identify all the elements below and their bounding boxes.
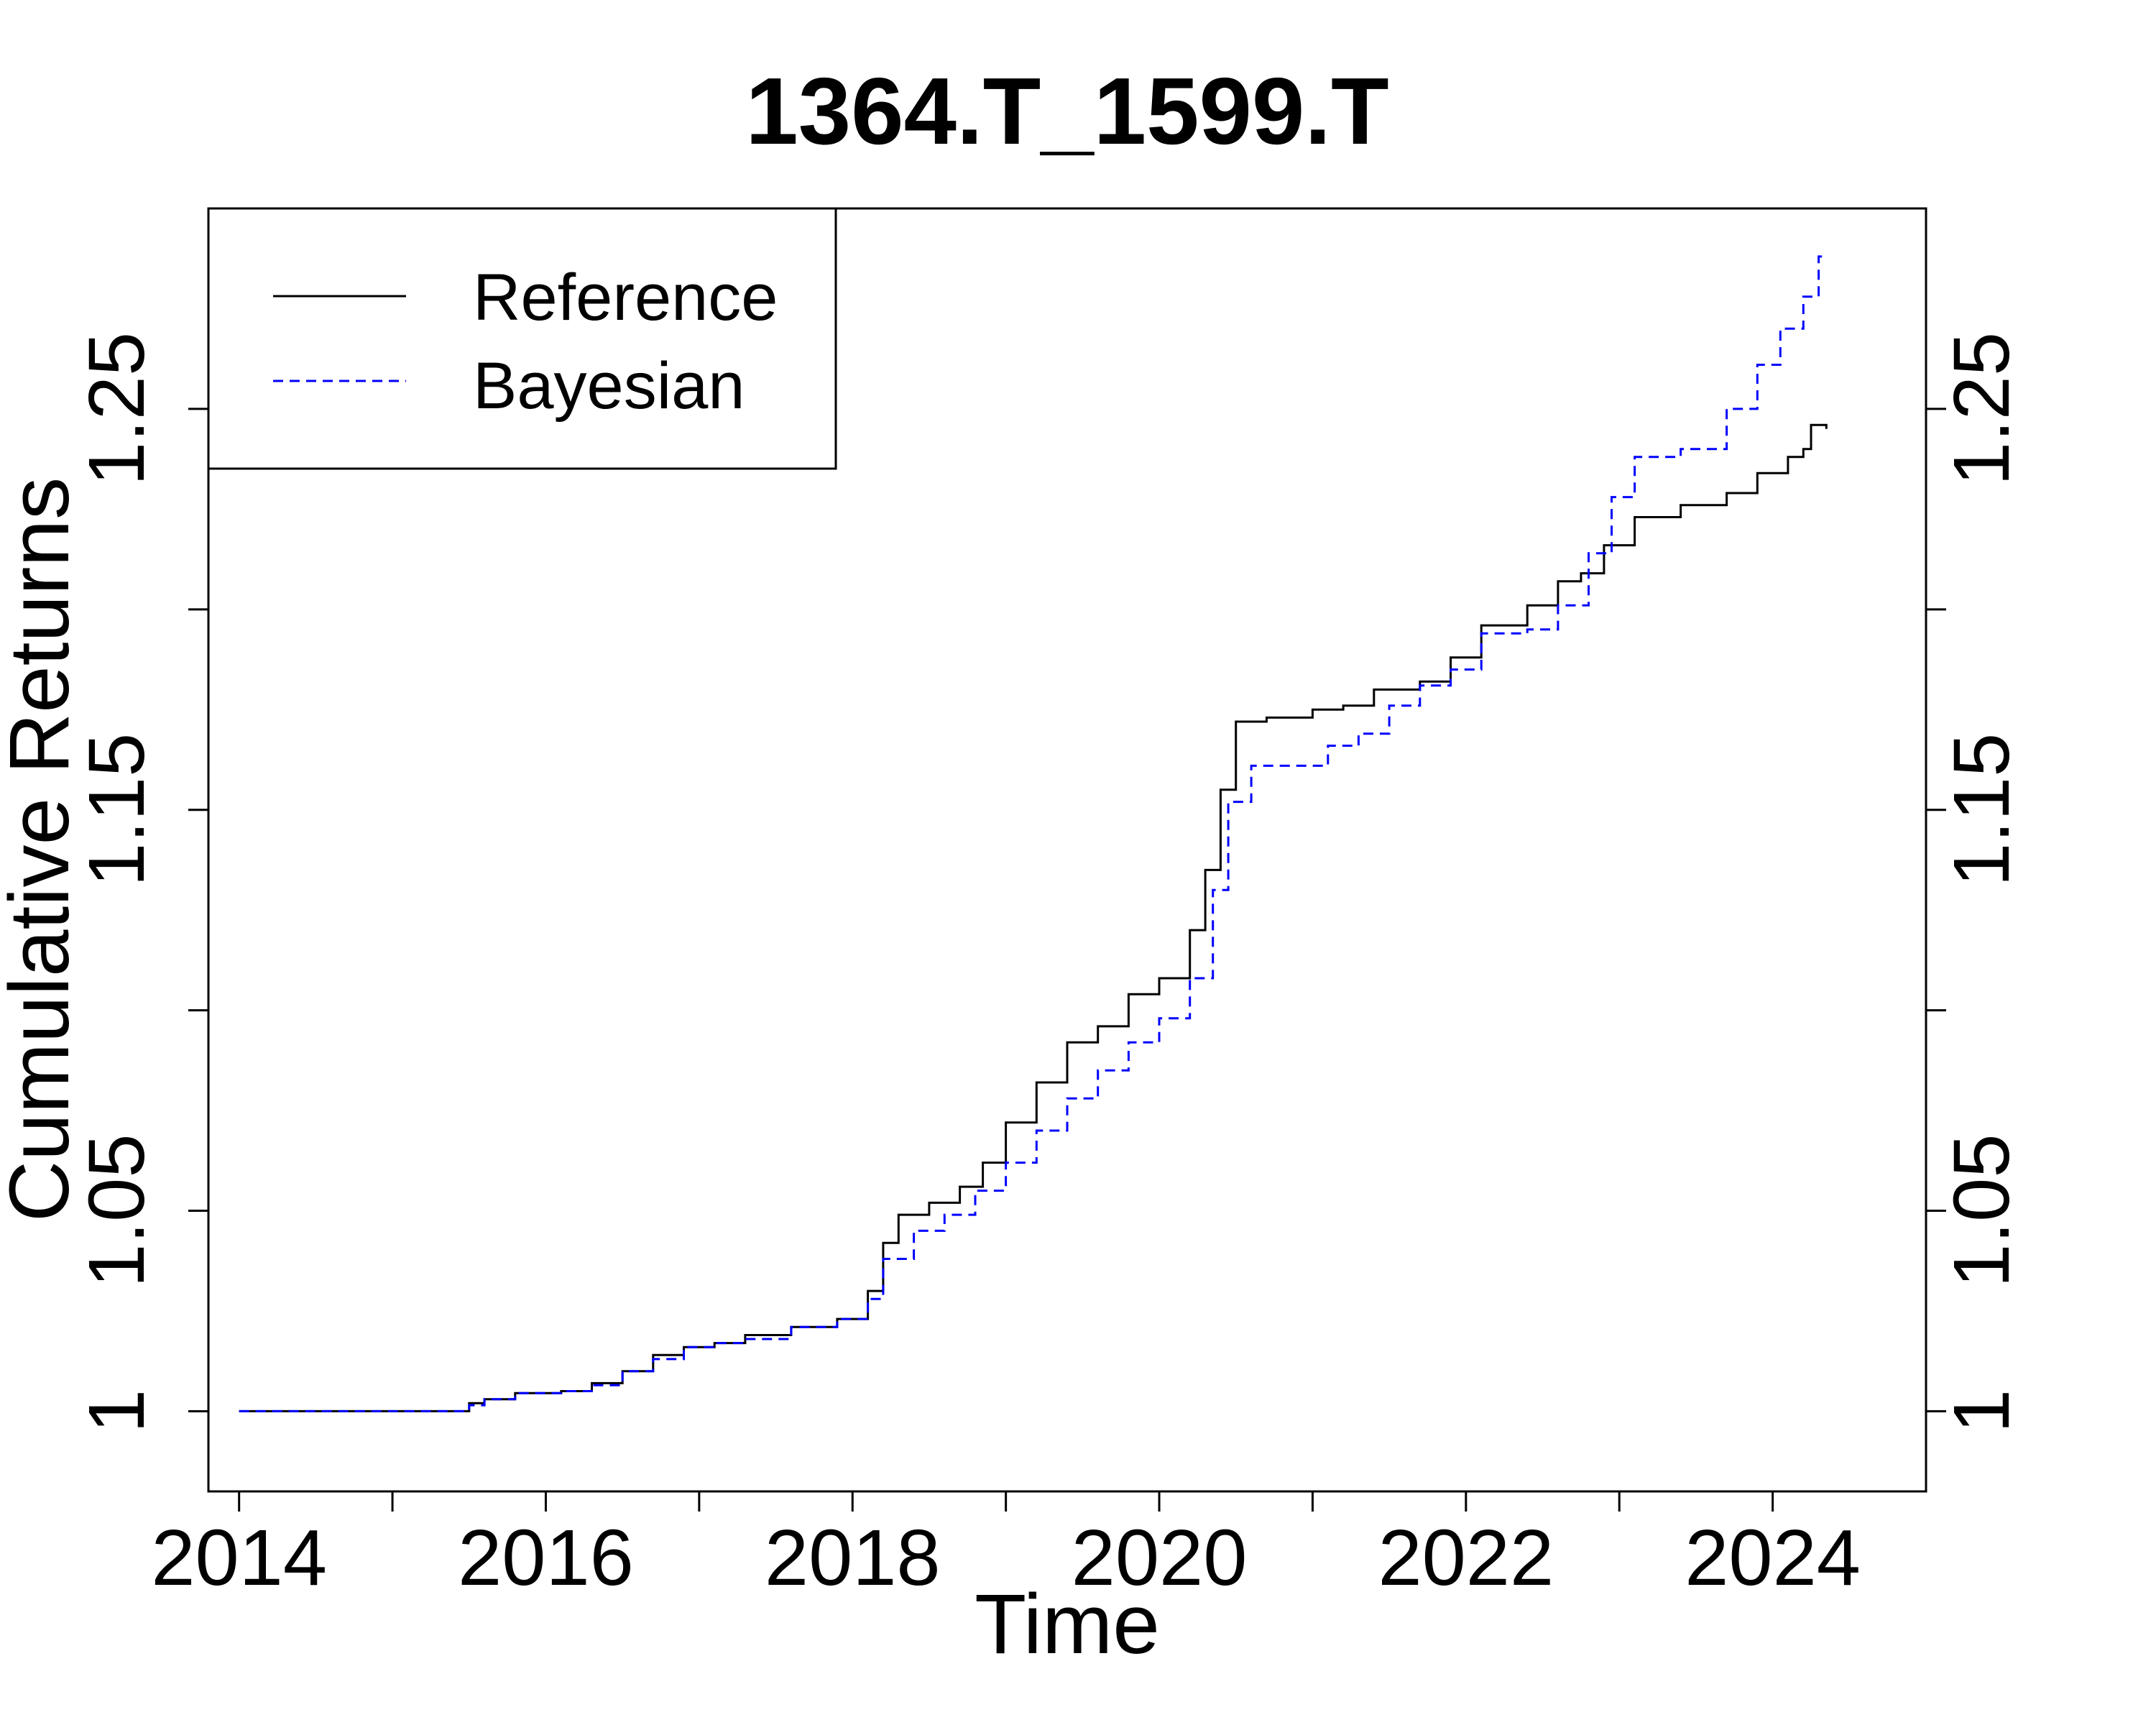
legend: Reference Bayesian: [207, 207, 837, 470]
series-line-reference: [239, 423, 1828, 1412]
legend-label-bayesian: Bayesian: [473, 349, 745, 423]
x-axis-label: Time: [975, 1577, 1160, 1672]
left-y-tick-label-1: 1: [73, 1389, 161, 1433]
x-tick-label-2022: 2022: [1378, 1514, 1554, 1602]
x-tick-label-2024: 2024: [1685, 1514, 1861, 1602]
right-y-tick-label-1.15: 1.15: [1938, 733, 2026, 887]
left-y-tick-label-1.05: 1.05: [73, 1133, 161, 1287]
x-tick-label-2016: 2016: [458, 1514, 634, 1602]
left-y-tick-label-1.25: 1.25: [73, 332, 161, 486]
y-axis-right: 1 1.05 1.15 1.25: [1925, 332, 2026, 1433]
y-axis-label: Cumulative Returns: [0, 477, 87, 1222]
right-y-tick-label-1: 1: [1938, 1389, 2026, 1433]
x-tick-label-2020: 2020: [1072, 1514, 1248, 1602]
y-axis-left: 1 1.05 1.15 1.25: [73, 332, 210, 1433]
series-line-bayesian: [239, 255, 1827, 1412]
x-tick-label-2018: 2018: [765, 1514, 941, 1602]
right-y-tick-label-1.25: 1.25: [1938, 332, 2026, 486]
legend-box: [207, 207, 837, 470]
left-y-tick-label-1.15: 1.15: [73, 733, 161, 887]
right-y-tick-label-1.05: 1.05: [1938, 1133, 2026, 1287]
series-layer: [239, 255, 1828, 1412]
x-axis: 2014 2016 2018 2020 2022 2024: [151, 1490, 1861, 1602]
legend-label-reference: Reference: [473, 261, 778, 334]
chart-title: 1364.T_1599.T: [745, 58, 1388, 164]
x-tick-label-2014: 2014: [151, 1514, 327, 1602]
